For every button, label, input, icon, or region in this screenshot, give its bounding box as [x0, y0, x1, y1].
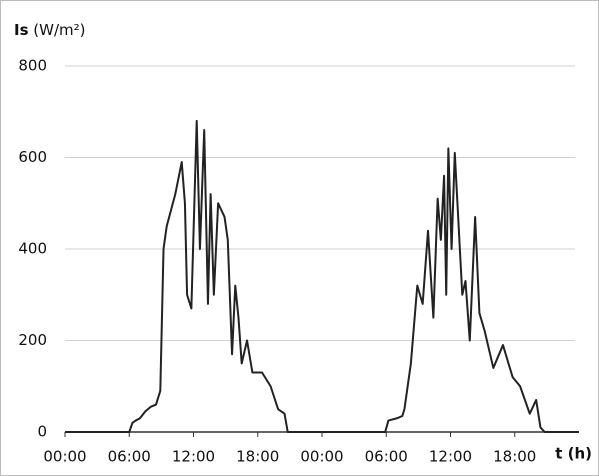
- x-tick-label: 12:00: [172, 448, 215, 466]
- x-tick-label: 12:00: [429, 448, 472, 466]
- x-label: t (h): [555, 445, 592, 463]
- x-tick-label: 00:00: [43, 448, 86, 466]
- y-tick-label: 200: [18, 331, 47, 349]
- y-tick-label: 600: [18, 148, 47, 166]
- y-tick-label: 400: [18, 240, 47, 258]
- data-line: [65, 119, 579, 433]
- y-label-unit: (W/m²): [33, 21, 85, 39]
- x-tick-label: 18:00: [493, 448, 536, 466]
- x-tick-label: 00:00: [300, 448, 343, 466]
- x-tick-label: 18:00: [236, 448, 279, 466]
- y-tick-label: 800: [18, 57, 47, 75]
- y-tick-label: 0: [37, 423, 47, 441]
- x-tick-label: 06:00: [365, 448, 408, 466]
- y-label-symbol: Is: [14, 21, 29, 39]
- y-label: Is (W/m²): [14, 21, 86, 39]
- x-tick-label: 06:00: [108, 448, 151, 466]
